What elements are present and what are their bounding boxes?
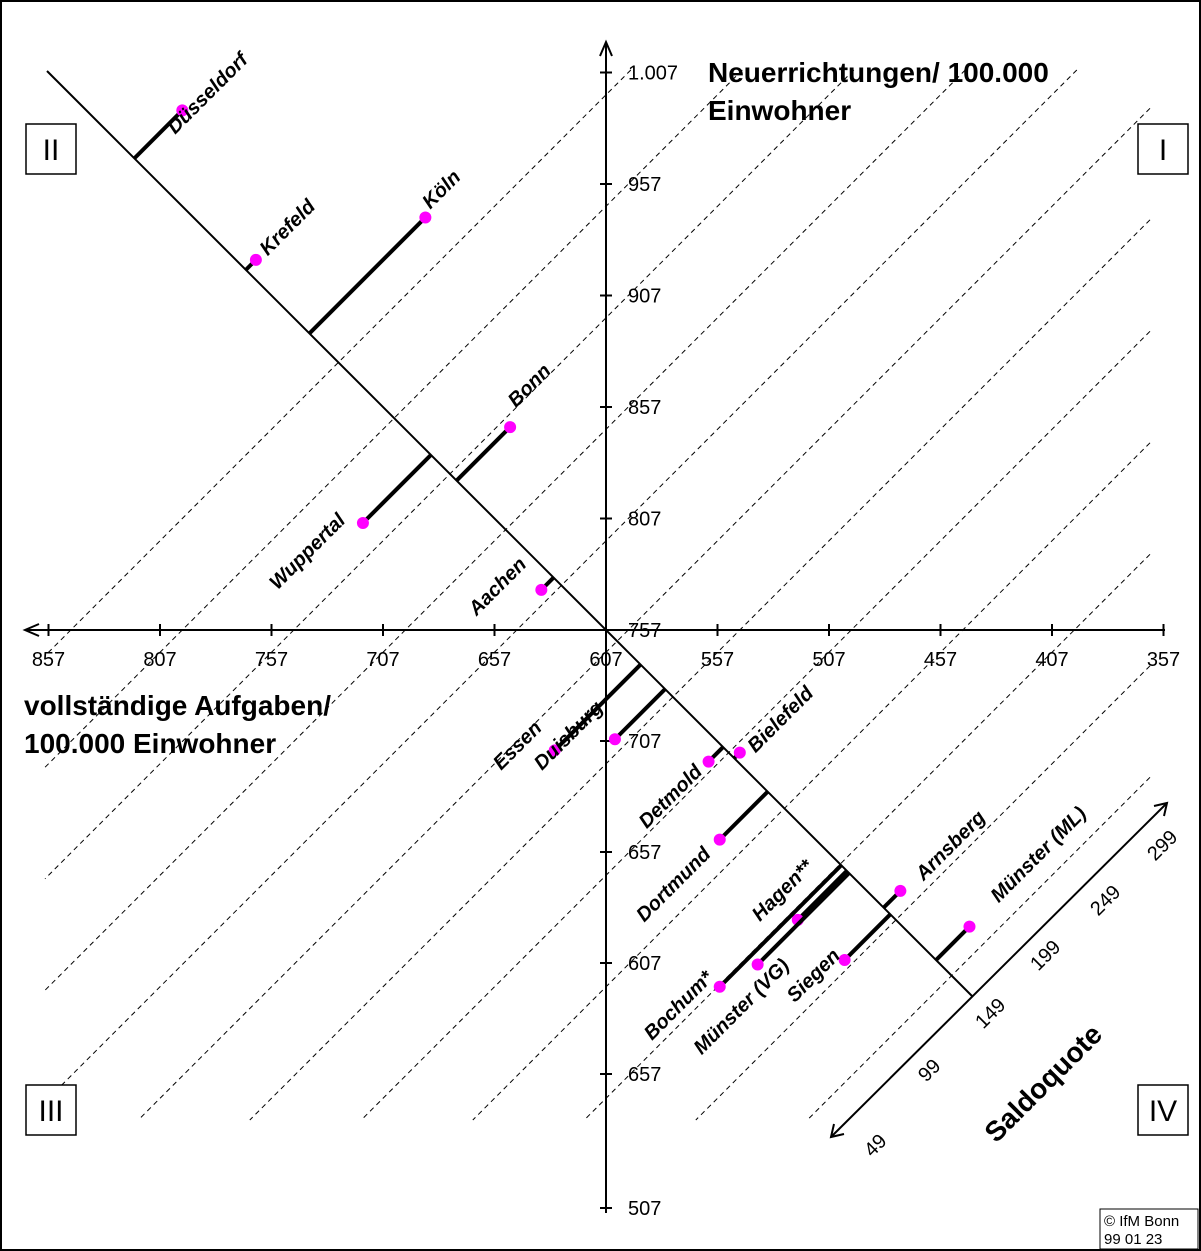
x-tick-label: 657 [478,649,511,671]
point-connector [132,108,184,160]
data-point [535,583,548,596]
copyright-text: © IfM Bonn [1104,1213,1179,1230]
quadrant-box [25,123,77,175]
x-tick-label: 807 [143,649,176,671]
y-tick-label: 707 [628,731,661,753]
data-point [419,211,432,224]
point-connector [718,863,843,989]
point-connector [307,216,427,335]
data-point [838,954,851,967]
quadrant-box [1137,1084,1189,1136]
x-tick-label: 557 [701,649,734,671]
point-connector [455,425,512,483]
data-point [713,980,726,993]
point-connector [361,453,433,525]
data-points [132,104,976,993]
point-connector [796,869,849,922]
y-axis-arrow [599,39,613,57]
data-point [713,833,726,846]
x-tick-label: 707 [366,649,399,671]
x-tick-label: 857 [32,649,65,671]
saldo-arrow-high [1153,801,1169,817]
data-point [894,884,907,897]
y-tick-label: 507 [628,1198,661,1220]
saldo-guide-line [44,69,743,768]
data-point [356,516,369,529]
data-point [249,253,262,266]
quadrant-box [1137,123,1189,175]
x-tick-label: 607 [589,649,622,671]
y-tick-label: 957 [628,174,661,196]
y-axis-title: Einwohner [708,95,851,126]
quadrant-label: IV [1149,1095,1177,1128]
quadrant-box [25,1084,77,1136]
saldo-arrow-low [829,1123,845,1139]
axes [22,39,1165,1213]
data-point [548,744,561,757]
data-point [504,421,517,434]
saldo-guide-line [583,553,1151,1121]
quadrant-label: I [1159,134,1167,167]
saldo-axis [46,70,1169,1139]
y-tick-label: 657 [628,842,661,864]
y-axis-title: Neuerrichtungen/ 100.000 [708,57,1049,88]
copyright-text: 99 01 23 [1104,1231,1162,1248]
y-tick-label: 1.007 [628,63,678,85]
y-tick-label: 807 [628,509,661,531]
quadrant-label: II [43,134,60,167]
point-connector [553,663,642,752]
data-point [733,746,746,759]
x-tick-label: 357 [1147,649,1180,671]
x-tick-label: 507 [812,649,845,671]
point-connector [843,912,892,962]
point-connector [613,687,667,741]
y-tick-label: 657 [628,1064,661,1086]
point-connector [756,871,851,966]
saldo-guide-line [472,442,1151,1121]
data-point [702,755,715,768]
point-connector [934,925,971,962]
y-tick-label: 857 [628,397,661,419]
saldo-guide-line [360,330,1151,1121]
y-tick-label: 757 [628,620,661,642]
data-point [608,733,621,746]
data-point [751,958,764,971]
x-axis-arrow [22,623,40,637]
y-tick-label: 907 [628,286,661,308]
data-point [963,920,976,933]
main-diagonal [46,70,973,997]
x-tick-label: 757 [255,649,288,671]
copyright-box [1099,1208,1199,1250]
saldo-guide-line [695,665,1151,1121]
y-tick-label: 607 [628,953,661,975]
saldo-guide-line [137,107,1151,1121]
quadrant-label: III [38,1095,63,1128]
saldo-axis-line [830,802,1168,1138]
x-axis-title: 100.000 Einwohner [24,728,276,759]
x-axis-title: vollständige Aufgaben/ [24,690,331,721]
x-tick-label: 407 [1035,649,1068,671]
data-point [176,104,189,117]
x-tick-label: 457 [924,649,957,671]
point-connector [718,790,770,842]
